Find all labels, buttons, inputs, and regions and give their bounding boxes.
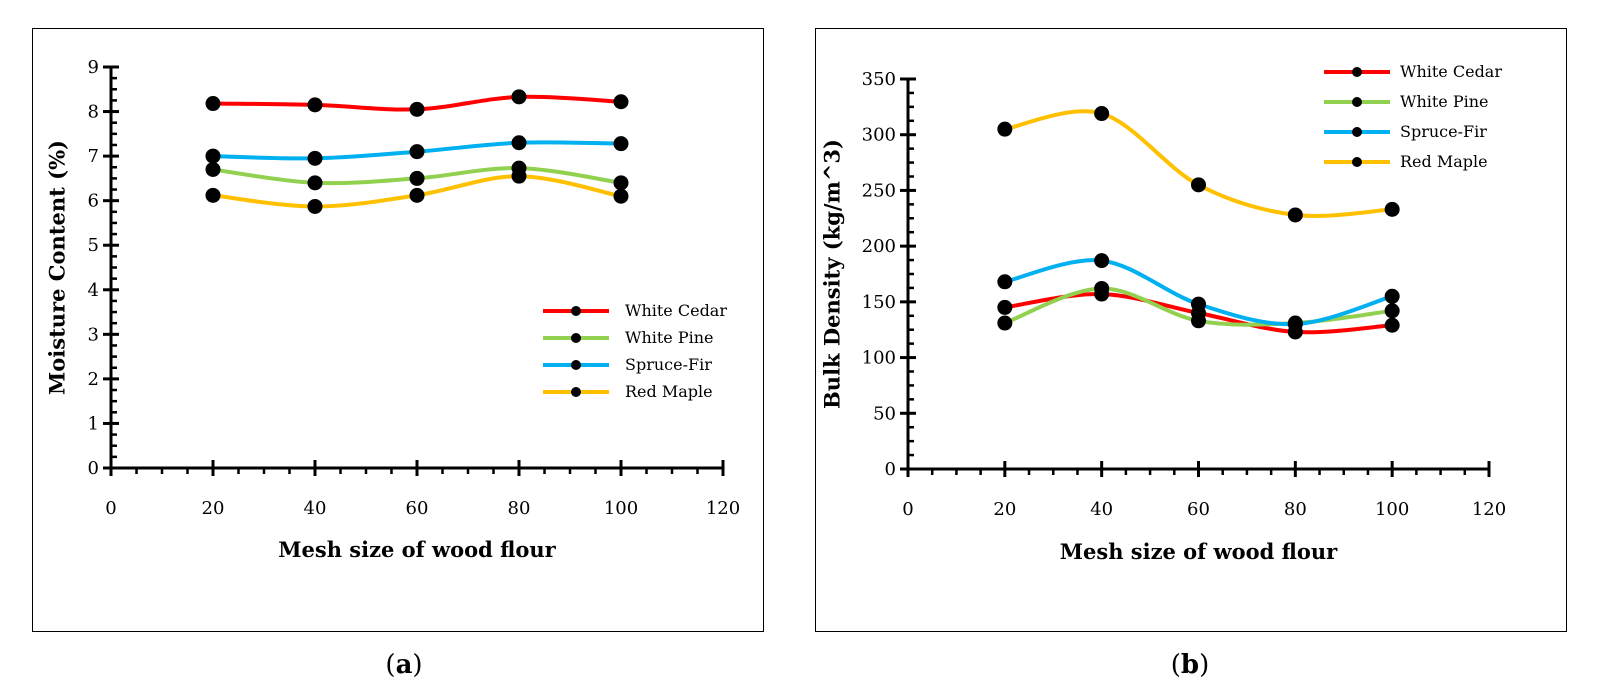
x-axis-title: Mesh size of wood flour [278, 537, 556, 562]
y-tick-label: 0 [88, 458, 99, 479]
data-point-spruce-fir [307, 150, 323, 166]
data-point-white-pine [205, 161, 221, 177]
x-axis-title: Mesh size of wood flour [1060, 539, 1338, 564]
data-point-white-pine [997, 315, 1013, 331]
data-point-red-maple [205, 187, 221, 203]
x-tick-label: 40 [1090, 499, 1113, 520]
data-point-red-maple [1384, 201, 1400, 217]
y-tick-label: 250 [862, 180, 896, 201]
data-point-red-maple [613, 188, 629, 204]
y-tick-label: 100 [862, 348, 896, 369]
data-point-white-cedar [205, 96, 221, 112]
legend-label-red-maple: Red Maple [1400, 152, 1488, 171]
caption-b: (b) [1170, 650, 1210, 680]
chart-panel-a: 0 1 2 3 4 5 6 7 8 9 0 20 40 60 80 100 120 Mesh size of wo… [32, 28, 764, 632]
chart-panel-b: 0 50 100 150 200 250 300 350 0 20 40 60 80 100 120 Mesh… [815, 28, 1567, 632]
legend-marker-white-cedar [571, 306, 581, 316]
data-point-spruce-fir [613, 136, 629, 152]
legend-label-white-pine: White Pine [625, 328, 714, 347]
legend-marker-spruce-fir [1352, 127, 1362, 137]
legend-label-white-cedar: White Cedar [1400, 62, 1502, 81]
y-axis-title: Moisture Content (%) [45, 140, 70, 395]
x-tick-label: 100 [1375, 499, 1409, 520]
caption-a: (a) [385, 650, 423, 680]
y-axis-title: Bulk Density (kg/m^3) [820, 139, 845, 409]
caption-b-letter: b [1180, 650, 1200, 680]
data-point-red-maple [1094, 106, 1110, 122]
legend-label-white-cedar: White Cedar [625, 301, 727, 320]
data-point-spruce-fir [205, 148, 221, 164]
x-tick-label: 100 [604, 498, 638, 519]
data-point-white-cedar [511, 89, 527, 105]
y-tick-label: 9 [88, 57, 99, 78]
data-point-spruce-fir [1094, 253, 1110, 269]
x-tick-label: 60 [1187, 499, 1210, 520]
y-tick-label: 200 [862, 236, 896, 257]
data-point-white-pine [307, 175, 323, 191]
legend-label-spruce-fir: Spruce-Fir [625, 355, 712, 374]
y-tick-label: 2 [88, 369, 99, 390]
data-point-white-cedar [1384, 317, 1400, 333]
y-tick-label: 50 [873, 403, 896, 424]
data-point-spruce-fir [997, 274, 1013, 290]
y-tick-label: 7 [88, 146, 99, 167]
data-point-red-maple [511, 168, 527, 184]
data-point-white-pine [409, 170, 425, 186]
x-tick-label: 40 [304, 498, 327, 519]
y-tick-label: 3 [88, 324, 99, 345]
x-tick-label: 80 [508, 498, 531, 519]
data-point-red-maple [997, 121, 1013, 137]
data-point-white-cedar [409, 101, 425, 117]
legend-marker-red-maple [1352, 157, 1362, 167]
legend-marker-spruce-fir [571, 360, 581, 370]
legend-marker-red-maple [571, 387, 581, 397]
legend-marker-white-pine [1352, 97, 1362, 107]
data-point-white-pine [1191, 313, 1206, 329]
x-tick-label: 80 [1284, 499, 1307, 520]
data-point-spruce-fir [409, 144, 425, 160]
x-tick-label: 120 [1472, 499, 1506, 520]
legend-label-white-pine: White Pine [1400, 92, 1489, 111]
legend-marker-white-pine [571, 333, 581, 343]
data-point-red-maple [1191, 177, 1206, 193]
data-point-red-maple [409, 187, 425, 203]
data-point-red-maple [307, 198, 323, 214]
data-point-white-cedar [613, 94, 629, 110]
data-point-spruce-fir [1384, 288, 1400, 304]
chart-b: 0 50 100 150 200 250 300 350 0 20 40 60 80 100 120 Mesh… [820, 62, 1507, 564]
data-point-spruce-fir [1287, 316, 1303, 332]
data-point-red-maple [1287, 207, 1303, 223]
caption-a-letter: a [395, 650, 413, 680]
y-tick-label: 1 [88, 413, 99, 434]
y-tick-label: 300 [862, 125, 896, 146]
y-tick-label: 150 [862, 292, 896, 313]
x-tick-label: 0 [902, 499, 913, 520]
y-tick-label: 6 [88, 191, 99, 212]
x-tick-label: 60 [406, 498, 429, 519]
legend-label-spruce-fir: Spruce-Fir [1400, 122, 1487, 141]
y-tick-label: 350 [862, 69, 896, 90]
x-tick-label: 0 [105, 498, 116, 519]
data-point-white-cedar [997, 299, 1013, 315]
y-tick-label: 4 [88, 280, 99, 301]
data-point-white-pine [1384, 303, 1400, 319]
data-point-spruce-fir [511, 135, 527, 151]
data-point-white-pine [613, 175, 629, 191]
x-tick-label: 120 [706, 498, 740, 519]
legend-marker-white-cedar [1352, 67, 1362, 77]
data-point-white-pine [1094, 280, 1110, 296]
x-tick-label: 20 [993, 499, 1016, 520]
data-point-white-cedar [307, 97, 323, 113]
data-point-spruce-fir [1191, 296, 1206, 312]
chart-a: 0 1 2 3 4 5 6 7 8 9 0 20 40 60 80 100 120 Mesh size of wo… [45, 57, 741, 562]
legend-label-red-maple: Red Maple [625, 382, 713, 401]
y-tick-label: 5 [88, 235, 99, 256]
x-tick-label: 20 [202, 498, 225, 519]
y-tick-label: 0 [885, 459, 896, 480]
y-tick-label: 8 [88, 102, 99, 123]
